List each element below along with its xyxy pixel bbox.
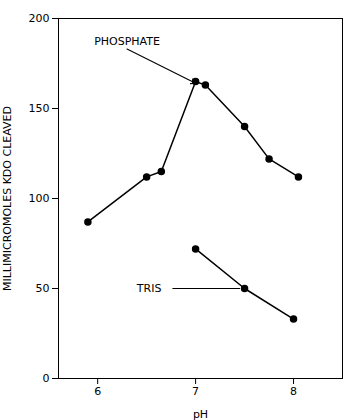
svg-text:MILLIMICROMOLES KDO CLEAVED: MILLIMICROMOLES KDO CLEAVED — [1, 106, 14, 291]
svg-text:200: 200 — [29, 12, 50, 25]
svg-text:0: 0 — [43, 372, 50, 385]
svg-text:7: 7 — [192, 385, 199, 398]
svg-text:PHOSPHATE: PHOSPHATE — [94, 35, 160, 48]
svg-text:8: 8 — [290, 385, 297, 398]
svg-text:150: 150 — [29, 102, 50, 115]
svg-text:TRIS: TRIS — [136, 282, 162, 295]
svg-text:50: 50 — [36, 282, 50, 295]
svg-text:6: 6 — [94, 385, 101, 398]
svg-text:100: 100 — [29, 192, 50, 205]
svg-text:pH: pH — [193, 408, 208, 420]
